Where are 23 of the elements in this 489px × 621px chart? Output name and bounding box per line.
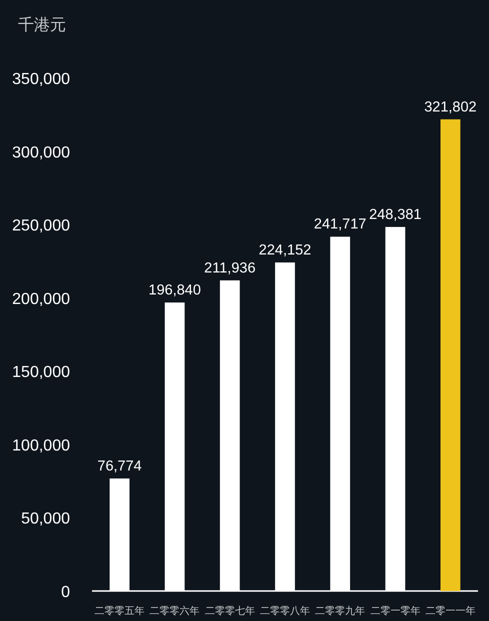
ytick: 150,000 <box>12 364 70 382</box>
ytick: 300,000 <box>12 144 70 162</box>
ytick: 100,000 <box>12 437 70 454</box>
ytick: 0 <box>61 584 70 601</box>
xtick: 二零一零年 <box>370 606 420 617</box>
xtick: 二零零五年 <box>94 606 145 617</box>
xtick: 二零零七年 <box>204 606 255 617</box>
data-label: 241,717 <box>314 216 366 233</box>
xtick: 二零零八年 <box>260 606 310 617</box>
ytick: 250,000 <box>12 218 70 235</box>
xtick: 二零零六年 <box>150 606 200 617</box>
data-label: 248,381 <box>369 206 422 223</box>
xtick: 二零零九年 <box>315 606 366 617</box>
data-label: 76,774 <box>97 458 142 474</box>
ytick: 350,000 <box>12 71 70 88</box>
data-label: 224,152 <box>258 242 312 258</box>
xtick: 二零一一年 <box>425 606 476 617</box>
data-label: 321,802 <box>424 99 477 116</box>
ylabel: 千港元 <box>18 17 66 34</box>
ytick: 200,000 <box>12 290 70 308</box>
data-label: 211,936 <box>204 260 256 276</box>
ytick: 50,000 <box>21 510 70 528</box>
data-label: 196,840 <box>148 282 201 298</box>
